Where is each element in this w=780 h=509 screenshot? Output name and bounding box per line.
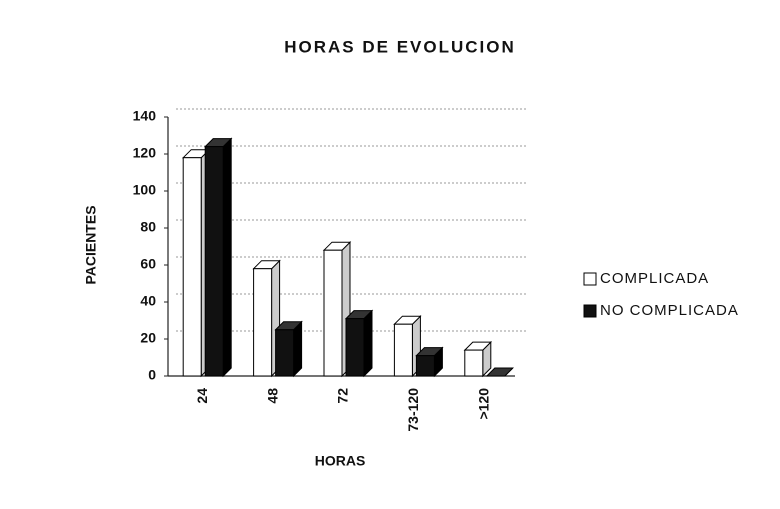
- legend-label: COMPLICADA: [600, 270, 709, 287]
- bar-side: [222, 137, 232, 378]
- bar: [203, 137, 233, 378]
- bar: [485, 367, 515, 377]
- legend-swatch: [583, 304, 597, 318]
- bar-front: [345, 318, 365, 377]
- y-tick-label: 80: [140, 219, 156, 235]
- bar-front: [204, 146, 224, 377]
- x-tick-label: 73-120: [405, 388, 421, 432]
- bar-front: [275, 329, 295, 377]
- bar: [415, 346, 444, 378]
- y-tick-label: 120: [133, 145, 157, 161]
- bar-front: [464, 349, 484, 377]
- bar: [274, 320, 303, 378]
- y-tick-label: 20: [140, 330, 156, 346]
- legend-swatch: [583, 272, 597, 286]
- bar-top: [485, 367, 515, 377]
- y-tick-label: 140: [133, 108, 157, 124]
- bar-front: [393, 323, 413, 377]
- bar-front: [253, 268, 273, 377]
- x-tick-label: 48: [264, 388, 280, 404]
- x-axis-label: HORAS: [315, 453, 366, 469]
- bar: [463, 340, 493, 378]
- bar-front: [415, 355, 435, 377]
- y-axis-label: PACIENTES: [83, 205, 99, 284]
- y-tick-label: 60: [140, 256, 156, 272]
- chart-title: HORAS DE EVOLUCION: [284, 37, 516, 56]
- bar: [344, 309, 374, 378]
- x-tick-label: 24: [194, 388, 210, 404]
- y-tick-label: 40: [140, 293, 156, 309]
- bar-front: [182, 157, 202, 377]
- y-tick-label: 0: [148, 367, 156, 383]
- bar-front: [323, 249, 343, 377]
- x-tick-label: 72: [335, 388, 351, 404]
- legend-label: NO COMPLICADA: [600, 302, 739, 319]
- y-tick-label: 100: [133, 182, 157, 198]
- x-tick-label: >120: [476, 388, 492, 420]
- bar-side: [363, 309, 373, 378]
- bar-side: [293, 320, 303, 378]
